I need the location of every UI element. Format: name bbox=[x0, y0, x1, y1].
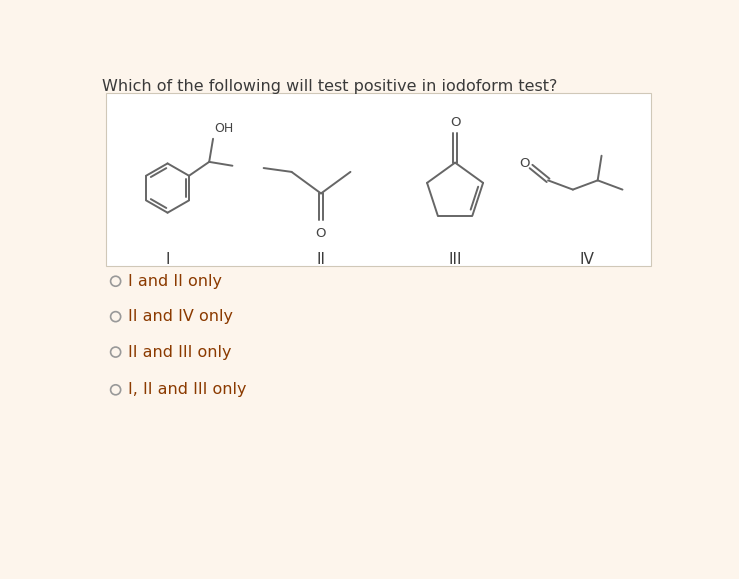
Text: O: O bbox=[316, 226, 326, 240]
Text: I: I bbox=[166, 252, 170, 267]
FancyBboxPatch shape bbox=[106, 93, 651, 266]
Text: II and IV only: II and IV only bbox=[128, 309, 233, 324]
Text: IV: IV bbox=[579, 252, 594, 267]
Text: O: O bbox=[450, 116, 460, 129]
Text: Which of the following will test positive in iodoform test?: Which of the following will test positiv… bbox=[102, 79, 557, 94]
Text: III: III bbox=[449, 252, 462, 267]
Text: O: O bbox=[519, 157, 529, 170]
Text: I and II only: I and II only bbox=[128, 274, 222, 289]
Text: II: II bbox=[316, 252, 325, 267]
Text: II and III only: II and III only bbox=[128, 345, 231, 360]
Text: OH: OH bbox=[214, 122, 234, 135]
Text: I, II and III only: I, II and III only bbox=[128, 382, 247, 397]
